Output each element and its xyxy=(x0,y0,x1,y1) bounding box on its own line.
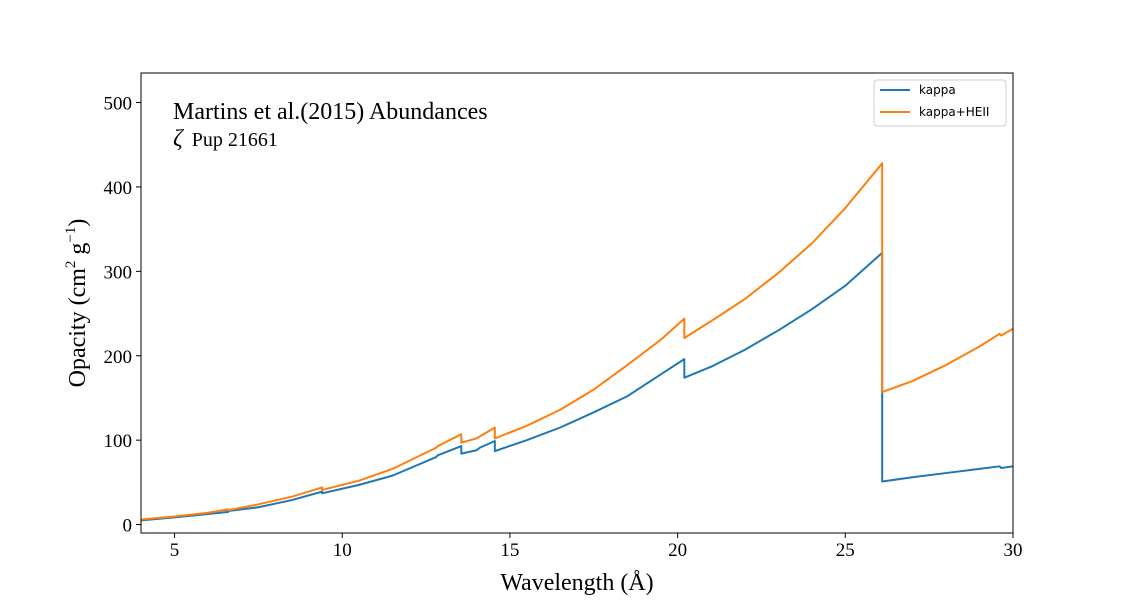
star-name: Pup 21661 xyxy=(192,129,278,151)
legend-label-kappa: kappa xyxy=(919,83,956,97)
x-tick-label: 25 xyxy=(836,540,855,561)
y-label-end: ) xyxy=(65,219,91,227)
plot-frame xyxy=(140,72,1014,534)
y-label-mid: g xyxy=(65,243,91,261)
y-tick-label: 400 xyxy=(104,178,133,199)
zeta-symbol: ζ xyxy=(173,126,185,152)
x-tick-label: 30 xyxy=(1004,540,1023,561)
y-axis-ticks: 0 100 200 300 400 500 xyxy=(104,94,141,537)
y-axis-label: Opacity (cm2 g−1) xyxy=(63,219,91,388)
series-line-kappa xyxy=(140,251,1014,522)
y-tick-label: 0 xyxy=(123,516,133,537)
y-label-main: Opacity (cm xyxy=(65,268,91,388)
y-tick-label: 300 xyxy=(104,262,133,283)
y-tick-label: 100 xyxy=(104,431,133,452)
x-tick-label: 10 xyxy=(333,540,352,561)
y-label-exponent-2: −1 xyxy=(63,227,79,243)
x-tick-label: 5 xyxy=(170,540,180,561)
legend: kappa kappa+HEII xyxy=(873,79,1007,127)
plot-lines xyxy=(140,162,1014,522)
x-axis-label: Wavelength (Å) xyxy=(500,570,653,596)
legend-label-kappa-heii: kappa+HEII xyxy=(919,105,989,119)
y-tick-label: 500 xyxy=(104,94,133,115)
legend-box xyxy=(873,79,1007,127)
x-axis-ticks: 5 10 15 20 25 30 xyxy=(170,533,1023,561)
annotation-subtitle: ζ Pup 21661 xyxy=(173,126,278,152)
annotation-title: Martins et al.(2015) Abundances xyxy=(173,99,488,125)
series-line-kappa-heii xyxy=(140,162,1014,521)
x-tick-label: 20 xyxy=(668,540,687,561)
y-label-exponent-1: 2 xyxy=(63,261,79,269)
y-tick-label: 200 xyxy=(104,347,133,368)
x-tick-label: 15 xyxy=(500,540,519,561)
